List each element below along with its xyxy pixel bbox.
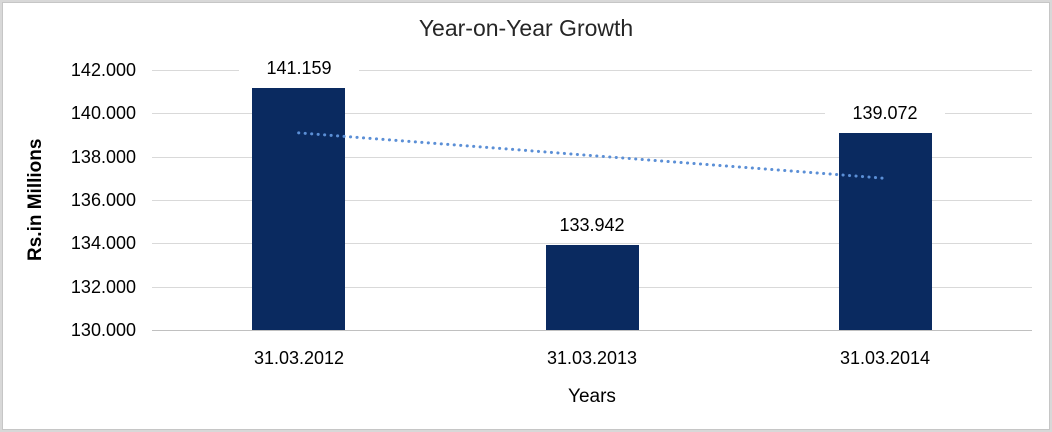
- bar-data-label: 139.072: [825, 103, 945, 123]
- y-tick-label: 138.000: [70, 147, 136, 167]
- bar-data-label: 133.942: [532, 215, 652, 235]
- y-gridline: [152, 70, 1032, 71]
- x-category-label: 31.03.2012: [253, 348, 345, 368]
- trendline: [297, 131, 887, 180]
- x-category-label: 31.03.2013: [546, 348, 638, 368]
- y-tick-label: 132.000: [70, 277, 136, 297]
- y-gridline: [152, 330, 1032, 331]
- bar: [839, 133, 932, 330]
- bar: [252, 88, 345, 330]
- x-axis-title: Years: [568, 386, 616, 407]
- chart-title: Year-on-Year Growth: [418, 15, 634, 41]
- y-tick-label: 140.000: [70, 103, 136, 123]
- y-tick-label: 130.000: [70, 320, 136, 340]
- y-tick-label: 136.000: [70, 190, 136, 210]
- bar: [546, 245, 639, 330]
- y-tick-label: 142.000: [70, 60, 136, 80]
- y-gridline: [152, 200, 1032, 201]
- y-tick-label: 134.000: [70, 233, 136, 253]
- x-category-label: 31.03.2014: [839, 348, 931, 368]
- bar-data-label: 141.159: [239, 58, 359, 78]
- y-gridline: [152, 113, 1032, 114]
- y-gridline: [152, 243, 1032, 244]
